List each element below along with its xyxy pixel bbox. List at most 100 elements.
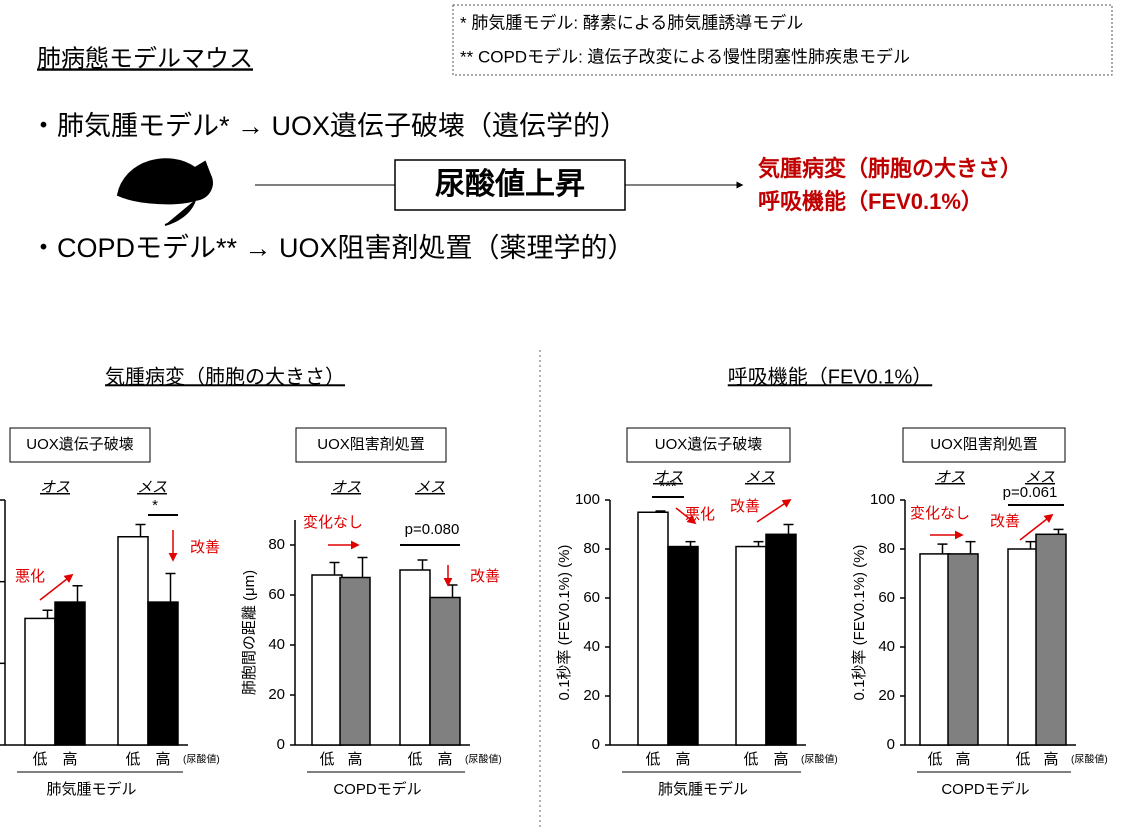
group-label: オス	[40, 479, 70, 496]
annotation: 改善	[190, 539, 220, 556]
y-tick-label: 60	[583, 589, 600, 606]
notes-box	[452, 4, 1113, 76]
bar	[24, 617, 56, 746]
title: 肺病態モデルマウス	[37, 45, 253, 72]
x-tick-label: 高	[773, 751, 788, 768]
annotation: 改善	[990, 513, 1020, 530]
y-tick-label: 40	[583, 638, 600, 655]
y-axis-label: 0.1秒率 (FEV0.1%) (%)	[851, 545, 868, 701]
annotation: 改善	[730, 498, 760, 515]
unit-note: (尿酸値)	[801, 753, 838, 766]
x-tick-label: 低	[645, 751, 660, 768]
y-tick-label: 0	[887, 736, 895, 753]
annotation: p=0.080	[405, 521, 460, 538]
y-tick-label: 80	[268, 536, 285, 553]
group-label: メス	[137, 479, 167, 496]
x-tick-label: 高	[347, 751, 362, 768]
group-label: メス	[415, 479, 445, 496]
x-axis-label: 肺気腫モデル	[46, 780, 136, 798]
x-tick-label: 高	[62, 751, 77, 768]
y-tick-label: 80	[583, 540, 600, 557]
bar	[117, 536, 149, 746]
annotation-arrow	[675, 507, 697, 525]
x-tick-label: 高	[675, 751, 690, 768]
unit-note: (尿酸値)	[465, 753, 502, 766]
x-tick-label: 低	[743, 751, 758, 768]
annotation: 改善	[470, 568, 500, 585]
annotation: 変化なし	[303, 514, 363, 531]
y-tick-label: 20	[583, 687, 600, 704]
outcome: 呼吸機能（FEV0.1%）	[758, 189, 983, 214]
bar	[667, 545, 699, 746]
bar	[311, 574, 343, 746]
y-tick-label: 80	[878, 540, 895, 557]
x-axis-label: 肺気腫モデル	[658, 780, 748, 798]
outcome: 気腫病変（肺胞の大きさ）	[758, 156, 1022, 181]
y-tick-label: 100	[870, 491, 895, 508]
x-tick-label: 高	[155, 751, 170, 768]
y-tick-label: 20	[268, 686, 285, 703]
annotation: 悪化	[15, 568, 45, 585]
y-tick-label: 0	[277, 736, 285, 753]
bar	[429, 596, 461, 746]
bar	[735, 545, 767, 746]
x-tick-label: 高	[955, 751, 970, 768]
y-axis-label: 0.1秒率 (FEV0.1%) (%)	[556, 545, 573, 701]
bar	[1007, 548, 1039, 746]
unit-note: (尿酸値)	[183, 753, 220, 766]
y-tick-label: 40	[878, 638, 895, 655]
box-label: UOX阻害剤処置	[930, 436, 1038, 453]
label-box	[902, 427, 1066, 463]
annotation: ***	[659, 478, 677, 495]
x-tick-label: 低	[125, 751, 140, 768]
x-tick-label: 低	[1015, 751, 1030, 768]
label-box	[626, 427, 791, 463]
bar	[919, 553, 951, 746]
center-text: 尿酸値上昇	[435, 168, 585, 201]
annotation-arrow	[39, 573, 74, 601]
bar	[765, 533, 797, 746]
x-tick-label: 低	[927, 751, 942, 768]
annotation: 変化なし	[910, 505, 970, 522]
y-tick-label: 40	[268, 636, 285, 653]
annotation-arrow	[756, 499, 792, 523]
y-tick-label: 60	[878, 589, 895, 606]
group-label: オス	[331, 479, 361, 496]
box-label: UOX遺伝子破壊	[655, 436, 763, 453]
group-label: オス	[935, 469, 965, 486]
x-tick-label: 高	[437, 751, 452, 768]
box-label: UOX阻害剤処置	[317, 436, 425, 453]
bar	[1035, 533, 1067, 746]
y-tick-label: 100	[575, 491, 600, 508]
bar	[399, 569, 431, 746]
annotation: p=0.061	[1003, 484, 1058, 501]
group-label: メス	[745, 469, 775, 486]
x-tick-label: 低	[407, 751, 422, 768]
bar	[637, 511, 669, 746]
mouse-icon	[116, 158, 213, 226]
section-title: 呼吸機能（FEV0.1%）	[728, 365, 932, 388]
bar	[339, 576, 371, 746]
y-axis-label: 肺胞間の距離 (μm)	[240, 570, 258, 695]
item: ・肺気腫モデル* → UOX遺伝子破壊（遺伝学的）	[30, 111, 627, 141]
group-label: メス	[1025, 469, 1055, 486]
y-tick-label: 60	[268, 586, 285, 603]
x-axis-label: COPDモデル	[941, 780, 1029, 798]
x-tick-label: 低	[32, 751, 47, 768]
box-label: UOX遺伝子破壊	[26, 436, 134, 453]
bar	[54, 601, 86, 746]
bar	[147, 601, 179, 746]
x-tick-label: 高	[1043, 751, 1058, 768]
note: ** COPDモデル: 遺伝子改変による慢性閉塞性肺疾患モデル	[460, 46, 910, 66]
unit-note: (尿酸値)	[1071, 753, 1108, 766]
y-tick-label: 20	[878, 687, 895, 704]
note: * 肺気腫モデル: 酵素による肺気腫誘導モデル	[460, 12, 803, 32]
x-tick-label: 低	[319, 751, 334, 768]
y-tick-label: 0	[592, 736, 600, 753]
x-axis-label: COPDモデル	[333, 780, 421, 798]
annotation: *	[152, 497, 158, 514]
label-box	[295, 427, 447, 463]
group-label: オス	[653, 469, 683, 486]
section-title: 気腫病変（肺胞の大きさ）	[105, 365, 345, 388]
